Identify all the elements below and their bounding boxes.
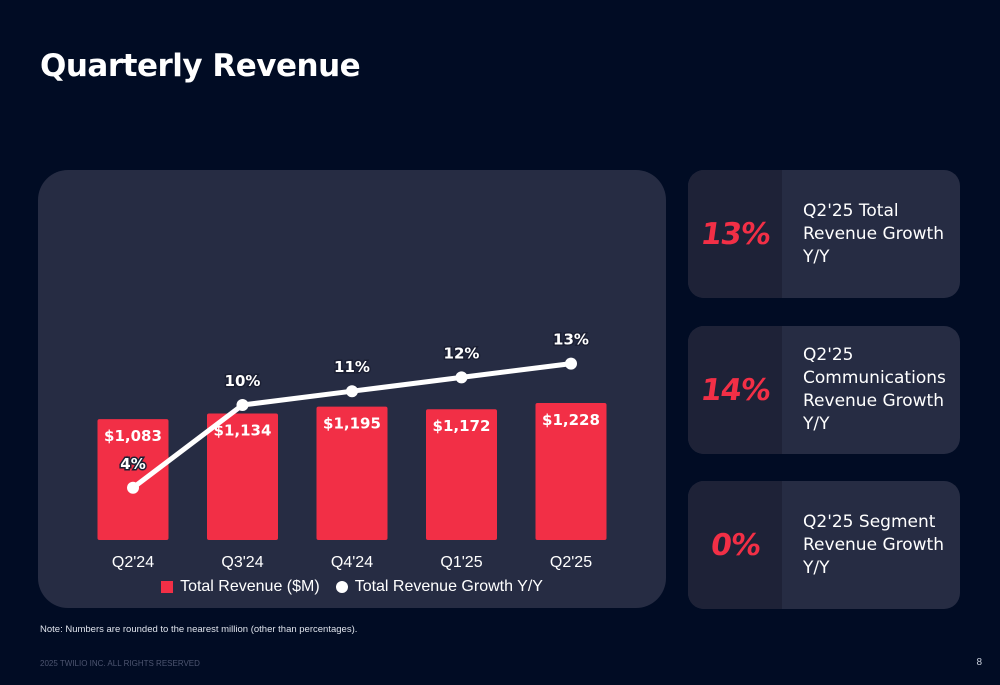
legend-bar-swatch [161,581,174,593]
copyright-footer: 2025 TWILIO INC. ALL RIGHTS RESERVED [40,659,200,668]
growth-value-label: 10% [225,372,261,390]
kpi-value-panel: 13% [688,170,782,298]
revenue-bar [426,409,497,540]
x-tick-label: Q2'24 [112,554,154,570]
growth-value-label: 12% [444,344,480,362]
kpi-label: Q2'25 Communications Revenue Growth Y/Y [803,345,946,434]
x-tick-label: Q4'24 [331,554,373,570]
growth-value-label: 13% [553,331,589,349]
revenue-bar [97,419,169,540]
kpi-value: 14% [698,372,772,408]
page-number: 8 [976,657,982,668]
revenue-bar [535,402,607,540]
revenue-chart-panel: $1,083 Q2'24 $1,134 Q3'24 $1,195 Q4'24 $1,172 Q… [38,170,666,608]
x-tick-label: Q3'24 [221,554,263,570]
kpi-label: Q2'25 Total Revenue Growth Y/Y [803,200,944,267]
growth-point [455,371,468,384]
revenue-bar [207,413,278,540]
growth-point [346,385,358,398]
page-title: Quarterly Revenue [40,48,361,84]
bar-value-label: $1,134 [214,421,272,439]
revenue-chart: $1,083 Q2'24 $1,134 Q3'24 $1,195 Q4'24 $1,172 Q… [97,329,607,570]
legend-label-revenue: Total Revenue ($M) [180,578,320,595]
chart-legend: Total Revenue ($M) Total Revenue Growth … [38,578,666,596]
legend-label-growth: Total Revenue Growth Y/Y [354,578,543,595]
kpi-card-communications-growth: 14% Q2'25 Communications Revenue Growth … [688,326,960,454]
growth-point [127,481,139,494]
growth-point [236,399,249,411]
kpi-label: Q2'25 Segment Revenue Growth Y/Y [803,511,944,578]
legend-line-marker [335,581,348,593]
x-tick-label: Q2'25 [550,554,592,570]
footnote: Note: Numbers are rounded to the nearest… [40,624,358,635]
legend-item-revenue: Total Revenue ($M) [161,578,320,596]
bar-value-label: $1,172 [433,417,491,435]
kpi-card-segment-growth: 0% Q2'25 Segment Revenue Growth Y/Y [688,481,960,609]
growth-point [565,357,577,370]
bar-value-label: $1,228 [542,411,600,429]
legend-item-growth: Total Revenue Growth Y/Y [335,578,543,596]
kpi-value-panel: 14% [688,326,782,454]
kpi-value: 0% [708,527,762,563]
x-tick-label: Q1'25 [440,554,482,570]
bar-value-label: $1,083 [104,427,162,445]
revenue-bar [316,406,388,540]
growth-value-label: 11% [334,358,370,376]
kpi-value: 13% [698,216,772,252]
kpi-value-panel: 0% [688,481,782,609]
bar-value-label: $1,195 [323,415,381,433]
kpi-card-total-growth: 13% Q2'25 Total Revenue Growth Y/Y [688,170,960,298]
growth-value-label: 4% [120,455,145,473]
